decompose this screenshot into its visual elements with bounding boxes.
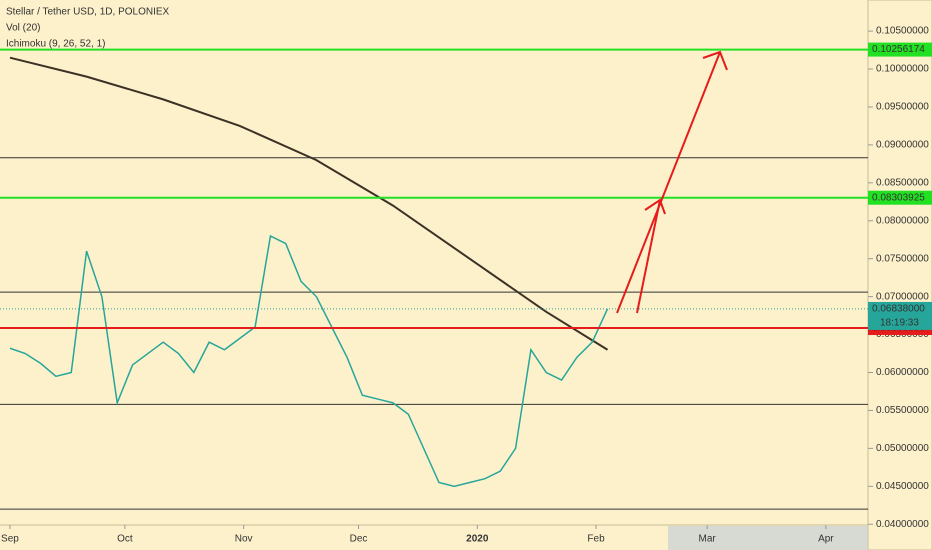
y-tick-label: 0.07500000 — [876, 253, 929, 264]
x-tick-label: Sep — [1, 534, 19, 545]
forecast-arrows — [616, 50, 728, 314]
indicator-label: Vol (20) — [6, 23, 40, 34]
y-tick-label: 0.04500000 — [876, 481, 929, 492]
y-tick-label: 0.10500000 — [876, 26, 929, 37]
y-tick-label: 0.04000000 — [876, 519, 929, 530]
level-label: 0.08303925 — [872, 192, 925, 203]
x-tick-label: 2020 — [466, 534, 489, 545]
last-price-label: 0.06838000 — [872, 304, 925, 315]
y-tick-label: 0.09000000 — [876, 140, 929, 151]
chart-title: Stellar / Tether USD, 1D, POLONIEX — [6, 7, 170, 18]
arrow — [636, 198, 666, 314]
level-tag — [868, 190, 932, 205]
arrow — [616, 50, 728, 314]
y-tick-label: 0.09500000 — [876, 102, 929, 113]
moving-average — [9, 56, 609, 351]
price-line — [9, 234, 609, 488]
y-tick-label: 0.07000000 — [876, 291, 929, 302]
y-tick-label: 0.05000000 — [876, 443, 929, 454]
countdown: 18:19:33 — [880, 318, 919, 329]
y-tick-label: 0.08000000 — [876, 215, 929, 226]
y-tick-label: 0.10000000 — [876, 64, 929, 75]
last-price-tag — [868, 301, 932, 330]
indicator-label: Ichimoku (9, 26, 52, 1) — [6, 39, 106, 50]
level-tag — [868, 42, 932, 57]
x-tick-label: Feb — [587, 534, 605, 545]
x-tick-label: Apr — [818, 534, 834, 545]
y-tick-label: 0.08500000 — [876, 177, 929, 188]
x-tick-label: Mar — [699, 534, 717, 545]
level-label: 0.10256174 — [872, 44, 925, 55]
future-range — [668, 526, 868, 550]
plot — [0, 48, 868, 510]
price-axis-panel — [867, 0, 932, 550]
y-tick-label: 0.05500000 — [876, 405, 929, 416]
x-tick-label: Nov — [235, 534, 253, 545]
y-tick-label: 0.06000000 — [876, 367, 929, 378]
x-tick-label: Dec — [350, 534, 368, 545]
x-tick-label: Oct — [117, 534, 133, 545]
